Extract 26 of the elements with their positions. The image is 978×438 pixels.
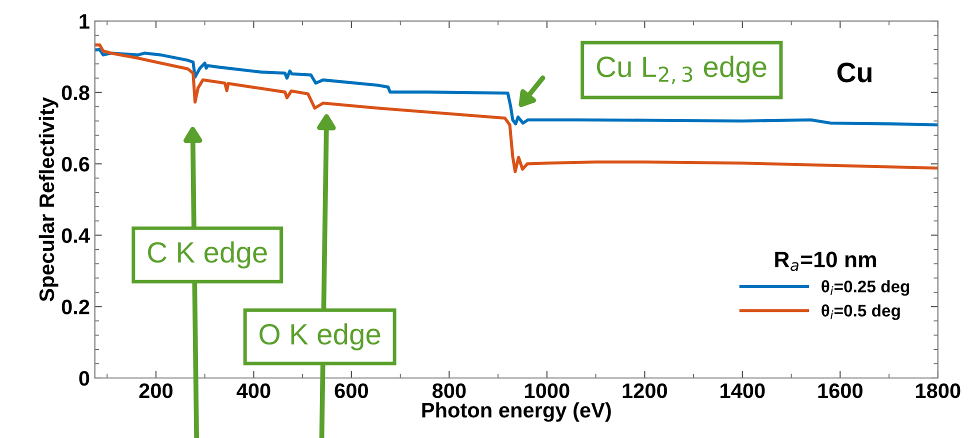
y-tick-label: 1 [80,14,90,29]
line-series [94,43,938,174]
y-tick-label: 0.6 [62,156,90,172]
annotation: C K edge [148,241,267,269]
x-tick-label: 1600 [818,383,862,398]
y-axis-title: Specular Reflectivity [38,97,58,302]
x-tick-label: 200 [139,383,172,398]
y-tick-label: 0.8 [62,85,90,100]
legend-label: θ$_{i}$=0.5 deg [822,304,900,320]
annotation: Cu [837,62,872,82]
x-tick-label: 1800 [916,383,960,398]
annotation: O K edge [260,323,380,350]
x-tick-label: 400 [236,383,270,398]
x-tick-label: 800 [432,383,466,398]
x-tick-label: 1400 [720,383,765,398]
x-axis-title: Photon energy (eV) [422,402,611,422]
x-tick-label: 1200 [622,383,667,398]
y-tick-label: 0 [79,370,90,386]
x-tick-label: 1000 [525,383,570,398]
legend-title: R$_{a}$=10 nm [775,252,876,272]
y-tick-label: 0.2 [62,300,90,314]
line-series [94,48,938,126]
y-tick-label: 0.4 [62,228,90,243]
x-tick-label: 600 [334,383,368,398]
legend-label: θ$_{i}$=0.25 deg [822,280,910,296]
annotation: Cu L$_{2,3}$ edge [596,56,766,84]
